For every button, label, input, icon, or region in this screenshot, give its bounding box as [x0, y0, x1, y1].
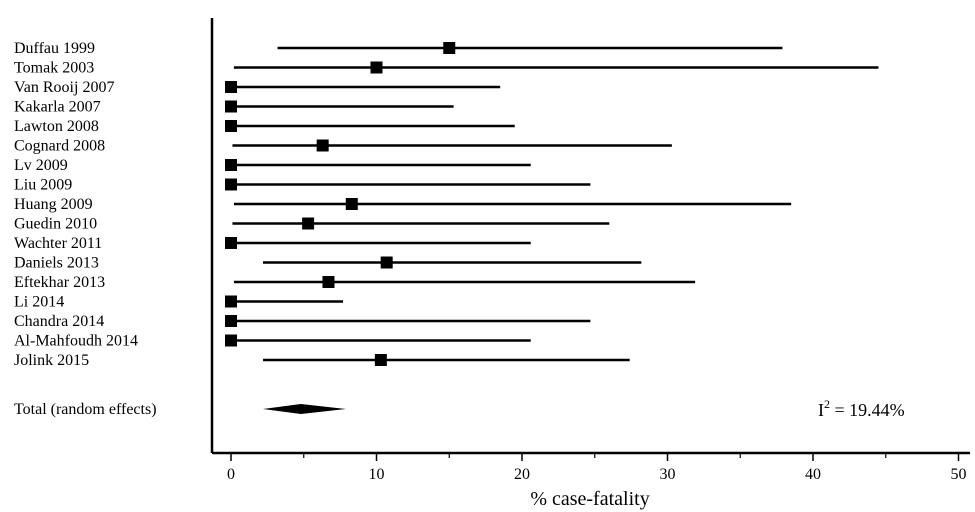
study-label: Chandra 2014	[14, 313, 104, 330]
study-label: Jolink 2015	[14, 352, 89, 369]
point-estimate-marker	[345, 198, 358, 210]
study-label: Li 2014	[14, 294, 64, 311]
study-row: Duffau 1999	[14, 40, 783, 57]
point-estimate-marker	[316, 139, 329, 152]
study-label: Cognard 2008	[14, 138, 105, 155]
study-label: Duffau 1999	[14, 40, 95, 57]
x-tick-label: 30	[660, 466, 676, 483]
point-estimate-marker	[225, 237, 237, 249]
x-tick-label: 0	[227, 466, 235, 483]
study-label: Al-Mahfoudh 2014	[14, 333, 138, 350]
study-label: Liu 2009	[14, 177, 72, 194]
total-label: Total (random effects)	[14, 401, 157, 418]
point-estimate-marker	[225, 178, 237, 191]
study-label: Kakarla 2007	[14, 99, 101, 116]
total-diamond	[263, 404, 346, 414]
x-tick-label: 10	[369, 466, 385, 483]
study-row: Lawton 2008	[14, 118, 515, 135]
study-row: Al-Mahfoudh 2014	[14, 333, 531, 350]
study-row: Wachter 2011	[14, 235, 531, 252]
study-row: Van Rooij 2007	[14, 79, 501, 96]
study-label: Daniels 2013	[14, 255, 99, 272]
point-estimate-marker	[225, 334, 237, 347]
point-estimate-marker	[380, 256, 393, 269]
heterogeneity-symbol: I	[818, 400, 824, 420]
heterogeneity-value: = 19.44%	[830, 400, 905, 420]
point-estimate-marker	[225, 100, 237, 113]
study-row: Daniels 2013	[14, 255, 642, 272]
study-row: Tomak 2003	[14, 60, 879, 77]
study-label: Wachter 2011	[14, 235, 102, 252]
x-axis-title: % case-fatality	[530, 488, 649, 510]
point-estimate-marker	[225, 159, 237, 171]
study-row: Chandra 2014	[14, 313, 591, 330]
point-estimate-marker	[443, 42, 456, 54]
study-label: Eftekhar 2013	[14, 274, 105, 291]
heterogeneity-superscript: 2	[824, 397, 830, 411]
point-estimate-marker	[225, 295, 237, 308]
study-label: Tomak 2003	[14, 60, 94, 77]
study-row: Li 2014	[14, 294, 344, 311]
study-label: Van Rooij 2007	[14, 79, 114, 96]
study-row: Huang 2009	[14, 196, 792, 213]
point-estimate-marker	[302, 217, 315, 230]
point-estimate-marker	[374, 354, 387, 366]
point-estimate-marker	[322, 276, 335, 288]
x-tick-label: 40	[805, 466, 821, 483]
study-rows: Duffau 1999 Tomak 2003 Van Rooij 2007 Kakar…	[14, 40, 879, 369]
study-row: Liu 2009	[14, 177, 591, 194]
study-label: Lv 2009	[14, 157, 68, 174]
axes	[210, 18, 970, 455]
study-row: Guedin 2010	[14, 216, 610, 233]
study-label: Guedin 2010	[14, 216, 97, 233]
study-row: Eftekhar 2013	[14, 274, 696, 291]
study-label: Huang 2009	[14, 196, 93, 213]
study-row: Lv 2009	[14, 157, 531, 174]
heterogeneity-stat: I2 = 19.44%	[818, 397, 905, 420]
study-row: Kakarla 2007	[14, 99, 454, 116]
x-tick-label: 50	[951, 466, 967, 483]
point-estimate-marker	[370, 61, 383, 74]
study-label: Lawton 2008	[14, 118, 99, 135]
study-row: Cognard 2008	[14, 138, 672, 155]
x-tick-label: 20	[514, 466, 530, 483]
point-estimate-marker	[225, 315, 237, 327]
total-row: Total (random effects)	[14, 401, 346, 418]
study-row: Jolink 2015	[14, 352, 630, 369]
point-estimate-marker	[225, 120, 237, 132]
point-estimate-marker	[225, 81, 237, 93]
x-axis-ticks: 0 10 20 30 40 50	[227, 453, 967, 483]
